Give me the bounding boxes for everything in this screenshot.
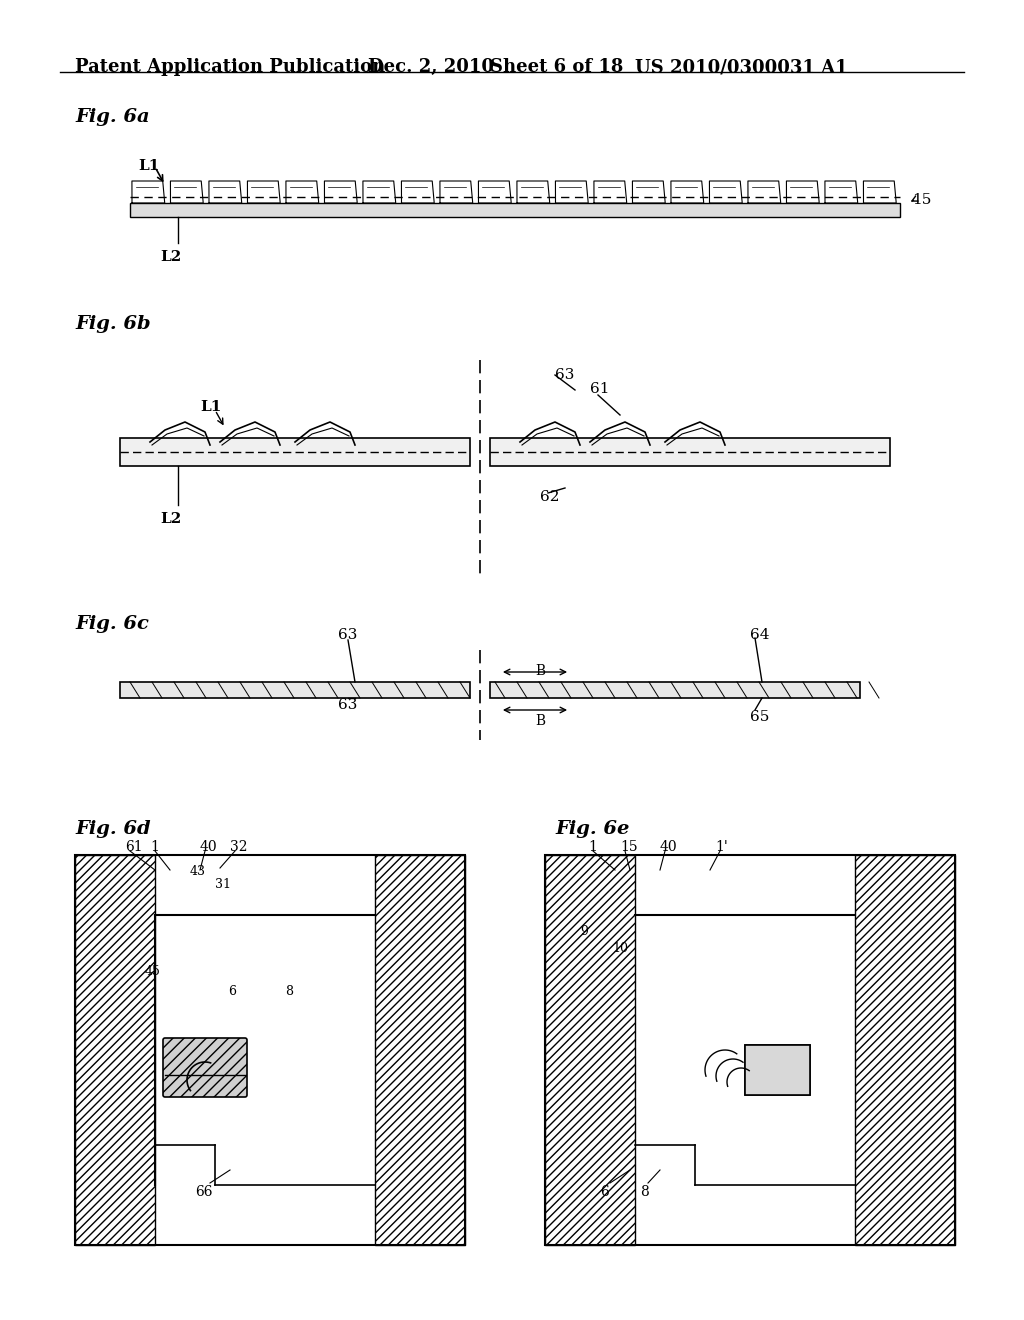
Text: 9: 9: [580, 925, 588, 939]
Text: B: B: [535, 664, 545, 678]
Bar: [75, 855, 155, 1245]
Text: 1: 1: [150, 840, 159, 854]
Text: L1: L1: [138, 158, 160, 173]
Text: Fig. 6b: Fig. 6b: [75, 315, 151, 333]
Bar: [120, 438, 470, 466]
Text: 43: 43: [190, 865, 206, 878]
Bar: [490, 438, 890, 466]
Text: Patent Application Publication: Patent Application Publication: [75, 58, 385, 77]
Text: 32: 32: [230, 840, 248, 854]
Bar: [745, 1045, 810, 1096]
Bar: [130, 203, 900, 216]
Text: 61: 61: [590, 381, 609, 396]
Text: Fig. 6e: Fig. 6e: [555, 820, 630, 838]
Bar: [120, 682, 470, 698]
Text: Fig. 6d: Fig. 6d: [75, 820, 151, 838]
Bar: [545, 855, 635, 1245]
Text: L2: L2: [160, 512, 181, 525]
Bar: [855, 855, 955, 1245]
Text: 40: 40: [660, 840, 678, 854]
Text: 15: 15: [912, 193, 932, 207]
Text: 8: 8: [285, 985, 293, 998]
Bar: [490, 682, 860, 698]
Text: 63: 63: [338, 698, 357, 711]
Text: 63: 63: [555, 368, 574, 381]
Text: 15: 15: [620, 840, 638, 854]
Bar: [375, 855, 465, 1245]
Text: 31: 31: [215, 878, 231, 891]
Text: L1: L1: [200, 400, 221, 414]
Text: 1: 1: [588, 840, 597, 854]
Text: US 2010/0300031 A1: US 2010/0300031 A1: [635, 58, 848, 77]
Text: 61: 61: [125, 840, 142, 854]
Text: 65: 65: [750, 710, 769, 723]
Bar: [75, 855, 465, 1245]
Text: 6: 6: [228, 985, 236, 998]
Text: B: B: [535, 714, 545, 729]
Bar: [745, 1045, 810, 1096]
Bar: [545, 855, 955, 1245]
Text: 6: 6: [600, 1185, 608, 1199]
Text: 10: 10: [612, 942, 628, 954]
Text: Fig. 6a: Fig. 6a: [75, 108, 150, 125]
Text: 45: 45: [145, 965, 161, 978]
Text: Fig. 6c: Fig. 6c: [75, 615, 148, 634]
Text: 40: 40: [200, 840, 218, 854]
Text: 66: 66: [195, 1185, 213, 1199]
Text: 64: 64: [750, 628, 769, 642]
Text: Sheet 6 of 18: Sheet 6 of 18: [490, 58, 624, 77]
Text: L2: L2: [160, 249, 181, 264]
Text: 8: 8: [640, 1185, 649, 1199]
Text: Dec. 2, 2010: Dec. 2, 2010: [368, 58, 494, 77]
Text: 62: 62: [540, 490, 559, 504]
Text: 1': 1': [715, 840, 728, 854]
Text: 63: 63: [338, 628, 357, 642]
FancyBboxPatch shape: [163, 1038, 247, 1097]
